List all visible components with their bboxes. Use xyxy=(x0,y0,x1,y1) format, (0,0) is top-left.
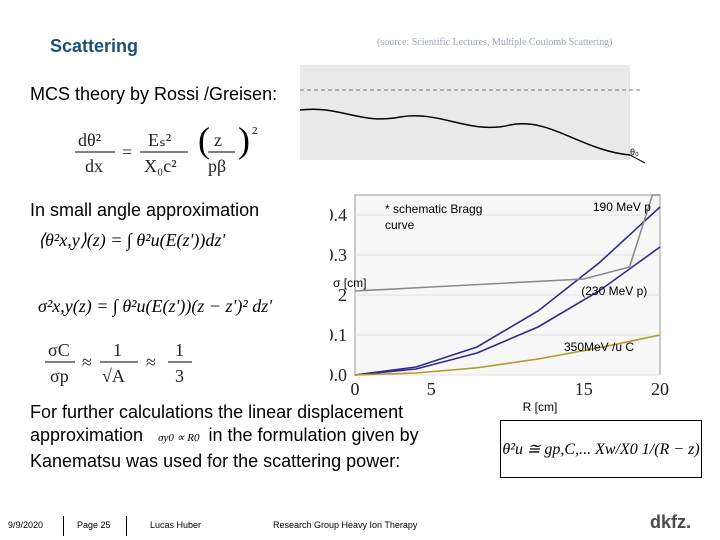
scattering-figure: θ₀ xyxy=(299,55,680,170)
formula-rossi: dθ² dx = Eₛ² X₀c² ( z pβ ) 2 xyxy=(70,120,260,182)
x-axis-label: R [cm] xyxy=(523,400,558,414)
body-line-1: For further calculations the linear disp… xyxy=(30,402,404,422)
particle-track xyxy=(299,108,631,156)
svg-text:1: 1 xyxy=(113,340,122,360)
footer-date: 9/9/2020 xyxy=(8,520,44,530)
y-tick-label: 0.3 xyxy=(330,245,347,265)
y-tick-label: 0.1 xyxy=(330,325,347,345)
svg-text:√A: √A xyxy=(102,366,125,386)
series-label-1: (230 MeV p) xyxy=(581,284,647,298)
footer-author: Lucas Huber xyxy=(150,520,202,530)
footer-divider-2 xyxy=(126,516,127,536)
svg-text:≈: ≈ xyxy=(146,352,156,372)
y-tick-label: 0.4 xyxy=(330,205,347,225)
chart-note-line-2: curve xyxy=(385,218,415,232)
footer: 9/9/2020 Page 25 Lucas Huber Research Gr… xyxy=(0,512,720,540)
dkfz-logo: dkfz. xyxy=(650,512,692,532)
body-line-2: approximation σy0 ∝ R0 in the formulatio… xyxy=(30,424,470,450)
body-line-2b: in the formulation given by xyxy=(208,425,419,445)
footer-group: Research Group Heavy Ion Therapy xyxy=(273,520,418,530)
x-tick-label: 15 xyxy=(575,379,593,399)
y-tick-label: 0.0 xyxy=(330,365,347,385)
svg-text:Eₛ²: Eₛ² xyxy=(148,130,171,150)
svg-text:z: z xyxy=(214,130,222,150)
svg-text:2: 2 xyxy=(252,125,258,137)
kanematsu-formula-box: θ²u ≅ gp,C,... Xw/X0 1/(R − z) xyxy=(500,420,702,478)
series-line-3 xyxy=(354,194,660,292)
scattering-figure-svg: θ₀ xyxy=(299,65,646,164)
source-citation: (source: Scientific Lectures, Multiple C… xyxy=(377,37,613,48)
small-angle-label: In small angle approximation xyxy=(30,200,260,220)
svg-text:1: 1 xyxy=(175,340,184,360)
x-tick-label: 20 xyxy=(651,379,669,399)
formula-variance: σ²x,y(z) = ∫ θ²u(E(z'))(z − z')² dz' xyxy=(38,296,273,316)
theta-label: θ₀ xyxy=(630,147,639,157)
y-tick-label: 2 xyxy=(338,285,347,305)
svg-text:σp: σp xyxy=(50,366,69,386)
svg-text:dx: dx xyxy=(85,156,103,176)
svg-text:): ) xyxy=(238,122,250,160)
exit-direction xyxy=(629,154,646,164)
series-label-0: 190 MeV p xyxy=(593,200,651,214)
series-line-0 xyxy=(354,206,661,376)
series-line-2 xyxy=(354,334,661,376)
chart-note-line-1: * schematic Bragg xyxy=(385,202,482,216)
svg-text:dθ²: dθ² xyxy=(78,130,101,150)
series-line-1 xyxy=(354,246,661,376)
body-line-2a: approximation xyxy=(30,425,144,445)
svg-text:(: ( xyxy=(198,122,210,160)
body-paragraph: For further calculations the linear disp… xyxy=(30,401,470,473)
svg-text:pβ: pβ xyxy=(208,156,226,176)
svg-text:3: 3 xyxy=(175,366,184,386)
series-label-2: 350MeV /u C xyxy=(564,340,634,354)
x-tick-label: 5 xyxy=(427,379,436,399)
footer-divider-1 xyxy=(63,516,64,536)
formula-mean-angle: ⟨θ²x,y⟩(z) = ∫ θ²u(E(z'))dz' xyxy=(38,230,226,250)
svg-text:X₀c²: X₀c² xyxy=(144,156,177,176)
sigma-range-chart: 0.0 0.1 2 0.3 0.4 0 5 15 20 190 MeV p (230 MeV p) 3… xyxy=(325,185,710,415)
svg-text:σC: σC xyxy=(48,340,70,360)
formula-ratio: σC σp ≈ 1 √A ≈ 1 3 xyxy=(40,332,230,392)
y-axis-label: σ [cm] xyxy=(333,276,366,290)
slide-title: MCS theory by Rossi /Greisen: xyxy=(30,84,278,104)
svg-text:≈: ≈ xyxy=(82,352,92,372)
x-tick-label: 0 xyxy=(351,379,360,399)
kanematsu-formula: θ²u ≅ gp,C,... Xw/X0 1/(R − z) xyxy=(502,441,700,458)
slide-header-title: Scattering xyxy=(50,36,139,56)
footer-page: Page 25 xyxy=(77,520,111,530)
material-slab xyxy=(300,65,630,160)
body-line-3: Kanematsu was used for the scattering po… xyxy=(30,451,401,471)
inline-formula: σy0 ∝ R0 xyxy=(158,432,200,444)
svg-text:=: = xyxy=(122,142,132,162)
chart-svg: 0.0 0.1 2 0.3 0.4 0 5 15 20 190 MeV p (230 MeV p) 3… xyxy=(325,194,669,414)
